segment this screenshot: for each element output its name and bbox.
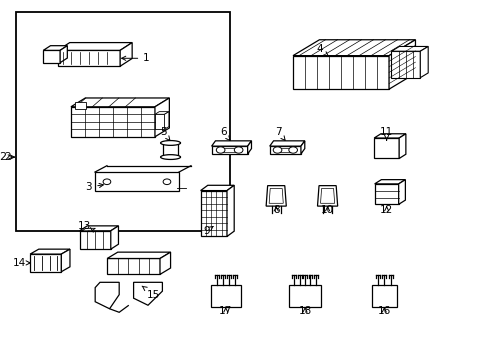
Polygon shape (266, 186, 286, 206)
Polygon shape (120, 42, 132, 66)
Polygon shape (289, 285, 321, 307)
Circle shape (163, 179, 171, 185)
Text: 11: 11 (380, 127, 393, 140)
Polygon shape (270, 141, 305, 146)
Polygon shape (95, 282, 119, 309)
Polygon shape (61, 249, 70, 272)
Text: 2: 2 (4, 152, 14, 162)
Polygon shape (79, 226, 119, 231)
Polygon shape (277, 148, 293, 152)
Polygon shape (212, 146, 247, 154)
Text: 17: 17 (219, 306, 232, 315)
Circle shape (234, 147, 243, 153)
Text: 6: 6 (220, 127, 230, 140)
Polygon shape (30, 249, 70, 254)
Polygon shape (399, 134, 406, 158)
Text: 12: 12 (380, 205, 393, 215)
Text: 9: 9 (203, 226, 213, 236)
Bar (17, 13, 230, 231)
Polygon shape (107, 258, 160, 274)
Polygon shape (95, 172, 179, 192)
Polygon shape (392, 46, 428, 51)
Polygon shape (200, 190, 227, 237)
Polygon shape (165, 112, 169, 129)
Ellipse shape (163, 141, 178, 145)
Polygon shape (399, 180, 405, 204)
Polygon shape (134, 282, 162, 305)
Polygon shape (269, 189, 283, 203)
Circle shape (289, 147, 297, 153)
Bar (75, 102, 86, 109)
Circle shape (216, 147, 225, 153)
Polygon shape (111, 226, 119, 249)
Polygon shape (30, 254, 61, 272)
Polygon shape (301, 141, 305, 154)
Text: 14: 14 (13, 258, 30, 268)
Polygon shape (155, 98, 170, 137)
Polygon shape (58, 42, 132, 50)
Polygon shape (374, 138, 399, 158)
Polygon shape (392, 51, 420, 78)
Polygon shape (107, 252, 171, 258)
Text: 1: 1 (122, 53, 150, 63)
Polygon shape (389, 40, 416, 89)
Polygon shape (420, 46, 428, 78)
Polygon shape (293, 56, 389, 89)
Polygon shape (155, 114, 165, 129)
Polygon shape (293, 40, 416, 56)
Polygon shape (58, 50, 120, 66)
Polygon shape (212, 141, 251, 146)
Text: 7: 7 (275, 127, 285, 140)
Polygon shape (200, 185, 234, 190)
Text: 15: 15 (142, 286, 160, 300)
Polygon shape (43, 50, 60, 63)
Polygon shape (247, 141, 251, 154)
Text: 13: 13 (77, 221, 94, 232)
Text: 2: 2 (0, 152, 13, 162)
Ellipse shape (161, 140, 180, 145)
Text: 4: 4 (316, 45, 328, 56)
Polygon shape (71, 98, 170, 107)
Polygon shape (60, 46, 67, 63)
Polygon shape (375, 180, 405, 184)
Polygon shape (375, 184, 399, 204)
Ellipse shape (163, 155, 178, 159)
Circle shape (273, 147, 282, 153)
Polygon shape (374, 134, 406, 138)
Ellipse shape (161, 155, 180, 159)
Circle shape (103, 179, 111, 185)
Text: 3: 3 (86, 182, 103, 192)
Polygon shape (371, 285, 397, 307)
Text: 5: 5 (160, 127, 170, 140)
Polygon shape (318, 186, 338, 206)
Polygon shape (160, 252, 171, 274)
Text: 18: 18 (298, 306, 312, 315)
Polygon shape (270, 146, 301, 154)
Polygon shape (82, 228, 96, 231)
Polygon shape (320, 189, 335, 203)
Text: 8: 8 (273, 205, 279, 215)
Polygon shape (211, 285, 241, 307)
Text: 16: 16 (378, 306, 391, 315)
Polygon shape (155, 112, 169, 114)
Polygon shape (71, 107, 155, 137)
Polygon shape (227, 185, 234, 237)
Polygon shape (79, 231, 111, 249)
Polygon shape (220, 148, 239, 152)
Text: 10: 10 (321, 205, 334, 215)
Polygon shape (43, 46, 67, 50)
